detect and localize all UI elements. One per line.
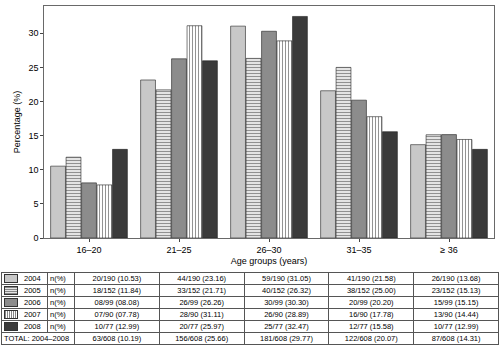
html-text:2007: 2007	[24, 309, 41, 319]
svg-text:5: 5	[33, 199, 38, 209]
html-text:59/190 (31.05): 59/190 (31.05)	[262, 273, 311, 283]
svg-text:Percentage (%): Percentage (%)	[12, 91, 22, 154]
html-text:63/608 (10.19): 63/608 (10.19)	[92, 333, 142, 343]
html-text:10/77 (12.99): 10/77 (12.99)	[94, 321, 140, 331]
html-text:n(%): n(%)	[50, 285, 66, 295]
html-text:10/77 (12.99): 10/77 (12.99)	[433, 321, 479, 331]
html-text:18/152 (11.84): 18/152 (11.84)	[92, 285, 141, 295]
html-text:20/77 (25.97): 20/77 (25.97)	[179, 321, 224, 331]
html-text:07/90 (07.78): 07/90 (07.78)	[94, 309, 140, 319]
html-text:n(%): n(%)	[50, 321, 66, 331]
html-text:20/99 (20.20): 20/99 (20.20)	[349, 297, 394, 307]
html-text:25/77 (32.47): 25/77 (32.47)	[264, 321, 309, 331]
svg-text:0: 0	[33, 233, 38, 243]
html-text:33/152 (21.71): 33/152 (21.71)	[177, 285, 227, 295]
svg-text:21–25: 21–25	[166, 245, 191, 255]
html-text:156/608 (25.66): 156/608 (25.66)	[175, 333, 229, 343]
html-text:41/190 (21.58): 41/190 (21.58)	[346, 273, 396, 283]
html-text:38/152 (25.00): 38/152 (25.00)	[346, 285, 396, 295]
html-text:n(%): n(%)	[50, 273, 66, 283]
html-text:TOTAL: 2004–2008: TOTAL: 2004–2008	[4, 333, 70, 343]
html-text:30/99 (30.30): 30/99 (30.30)	[264, 297, 309, 307]
svg-text:15: 15	[28, 131, 38, 141]
html-text:20/190 (10.53): 20/190 (10.53)	[92, 273, 142, 283]
html-text:2008: 2008	[24, 321, 41, 331]
html-text:n(%): n(%)	[50, 309, 66, 319]
html-text:87/608 (14.31): 87/608 (14.31)	[431, 333, 481, 343]
html-text:40/152 (26.32): 40/152 (26.32)	[262, 285, 311, 295]
svg-text:30: 30	[28, 28, 38, 38]
svg-text:26–30: 26–30	[256, 245, 281, 255]
html-text:181/608 (29.77): 181/608 (29.77)	[260, 333, 313, 343]
svg-text:25: 25	[28, 63, 38, 73]
html-text:15/99 (15.15): 15/99 (15.15)	[433, 297, 479, 307]
html-text:2005: 2005	[24, 285, 41, 295]
html-text:26/99 (26.26): 26/99 (26.26)	[179, 297, 224, 307]
html-text:23/152 (15.13): 23/152 (15.13)	[431, 285, 481, 295]
html-text:2004: 2004	[24, 273, 41, 283]
html-text:44/190 (23.16): 44/190 (23.16)	[177, 273, 227, 283]
html-text:08/99 (08.08): 08/99 (08.08)	[94, 297, 140, 307]
svg-text:10: 10	[28, 165, 38, 175]
html-text:13/90 (14.44): 13/90 (14.44)	[433, 309, 479, 319]
svg-text:≥ 36: ≥ 36	[440, 245, 457, 255]
html-text:n(%): n(%)	[50, 297, 66, 307]
svg-text:20: 20	[28, 97, 38, 107]
svg-text:Age groups (years): Age groups (years)	[231, 256, 308, 266]
html-text:16/90 (17.78): 16/90 (17.78)	[349, 309, 394, 319]
svg-text:16–20: 16–20	[76, 245, 101, 255]
svg-text:31–35: 31–35	[346, 245, 371, 255]
html-text:12/77 (15.58): 12/77 (15.58)	[349, 321, 394, 331]
html-text:28/90 (31.11): 28/90 (31.11)	[179, 309, 224, 319]
html-text:122/608 (20.07): 122/608 (20.07)	[344, 333, 398, 343]
html-text:26/90 (28.89): 26/90 (28.89)	[264, 309, 309, 319]
html-text:26/190 (13.68): 26/190 (13.68)	[431, 273, 481, 283]
html-text:2006: 2006	[24, 297, 41, 307]
